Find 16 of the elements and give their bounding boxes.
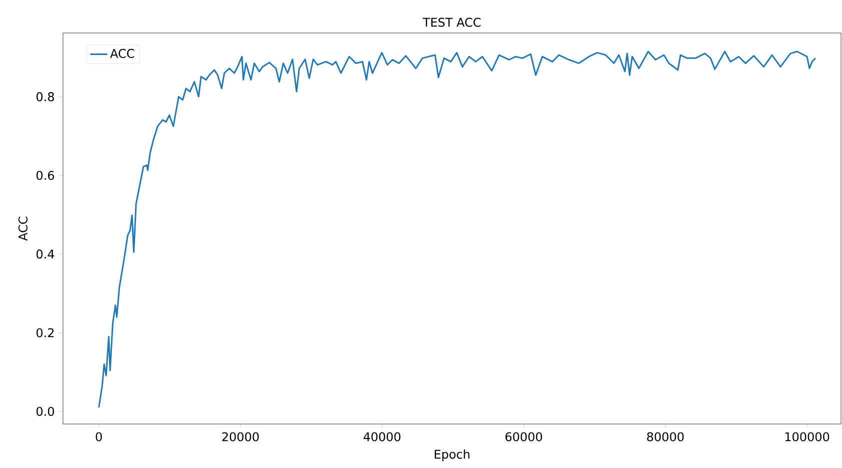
x-tick-label: 0 <box>96 432 102 442</box>
x-tick-label: 20000 <box>222 432 259 442</box>
y-tick-label: 0.8 <box>36 92 54 102</box>
chart-title: TEST ACC <box>422 18 481 27</box>
x-axis-title: Epoch <box>434 449 470 462</box>
y-tick-label: 0.4 <box>36 250 54 259</box>
x-tick-label: 80000 <box>647 432 684 442</box>
y-tick-label: 0.0 <box>36 406 54 416</box>
y-tick-label: 0.6 <box>36 170 54 180</box>
x-tick-label: 60000 <box>506 432 542 442</box>
x-tick-label: 40000 <box>364 432 400 442</box>
legend-label: ACC <box>110 48 134 58</box>
line-series <box>98 50 816 408</box>
x-tick-label: 100000 <box>785 432 830 442</box>
y-tick-label: 0.2 <box>36 328 54 338</box>
y-axis-title: ACC <box>18 216 28 241</box>
